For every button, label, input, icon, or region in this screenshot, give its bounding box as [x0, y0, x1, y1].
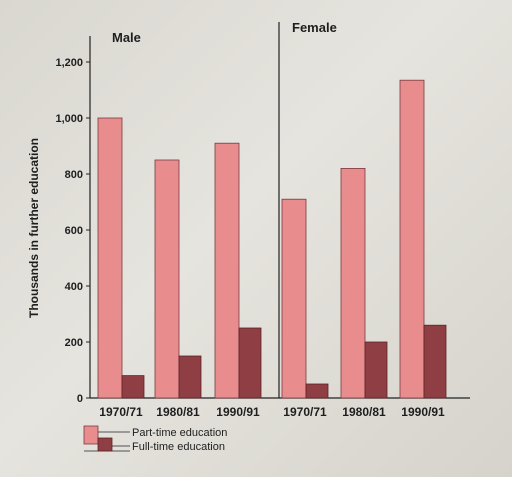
bar-full-time [305, 383, 329, 399]
bar-full-time [238, 327, 262, 399]
bar-part-time [154, 159, 180, 399]
bar-full-time [121, 375, 145, 399]
panel-title-female: Female [292, 20, 337, 35]
bar-part-time [281, 198, 307, 399]
labels-layer: 0 200 400 600 800 1,000 1,200 Thousands in furt… [27, 20, 445, 453]
y-tick-label: 0 [77, 393, 83, 405]
y-tick-label: 800 [65, 169, 83, 181]
x-category-label: 1980/81 [156, 405, 200, 419]
legend-swatch-full-time [97, 437, 113, 452]
y-tick-label: 200 [65, 337, 83, 349]
y-tick-label: 1,200 [55, 57, 83, 69]
bar-part-time [340, 167, 366, 399]
bar-part-time [97, 117, 123, 399]
x-category-label: 1990/91 [216, 405, 260, 419]
bar-part-time [214, 142, 240, 399]
y-axis-title: Thousands in further education [27, 138, 41, 318]
panel-title-male: Male [112, 30, 141, 45]
x-category-label: 1970/71 [283, 405, 327, 419]
bar-full-time [364, 341, 388, 399]
y-tick-label: 1,000 [55, 113, 83, 125]
bar-full-time [423, 324, 447, 399]
bar-full-time [178, 355, 202, 399]
legend-label-part-time: Part-time education [132, 427, 227, 439]
x-category-label: 1970/71 [99, 405, 143, 419]
x-category-label: 1980/81 [342, 405, 386, 419]
legend-label-full-time: Full-time education [132, 441, 225, 453]
y-tick-label: 600 [65, 225, 83, 237]
legend-swatch-part-time [83, 425, 99, 445]
bar-part-time [399, 79, 425, 399]
y-tick-label: 400 [65, 281, 83, 293]
x-category-label: 1990/91 [401, 405, 445, 419]
bars-layer [83, 79, 447, 452]
